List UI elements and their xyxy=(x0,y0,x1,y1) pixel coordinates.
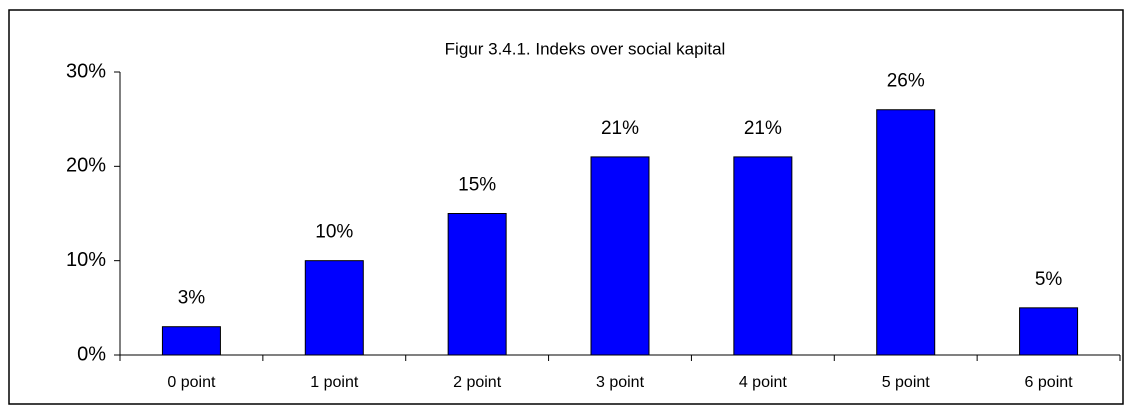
x-tick-label: 2 point xyxy=(453,374,502,391)
data-label: 5% xyxy=(1035,269,1063,290)
bar xyxy=(590,156,650,356)
bar xyxy=(1019,307,1079,356)
x-tick-label: 0 point xyxy=(167,374,216,391)
bar xyxy=(161,326,221,356)
x-tick-label: 1 point xyxy=(310,374,359,391)
data-label: 3% xyxy=(178,288,206,309)
chart-title: Figur 3.4.1. Indeks over social kapital xyxy=(445,39,726,58)
x-tick-label: 4 point xyxy=(739,374,788,391)
bar xyxy=(447,213,507,356)
bar xyxy=(304,260,364,356)
data-label: 15% xyxy=(458,175,496,196)
y-tick-label: 30% xyxy=(66,60,106,82)
x-tick-label: 5 point xyxy=(882,374,931,391)
x-tick-label: 3 point xyxy=(596,374,645,391)
y-tick-label: 0% xyxy=(77,343,106,365)
bar xyxy=(876,109,936,356)
y-tick-label: 10% xyxy=(66,249,106,271)
x-tick-label: 6 point xyxy=(1025,374,1074,391)
data-label: 26% xyxy=(887,71,925,92)
y-tick-label: 20% xyxy=(66,155,106,177)
data-label: 10% xyxy=(315,222,353,243)
data-label: 21% xyxy=(744,118,782,139)
data-label: 21% xyxy=(601,118,639,139)
bar xyxy=(733,156,793,356)
